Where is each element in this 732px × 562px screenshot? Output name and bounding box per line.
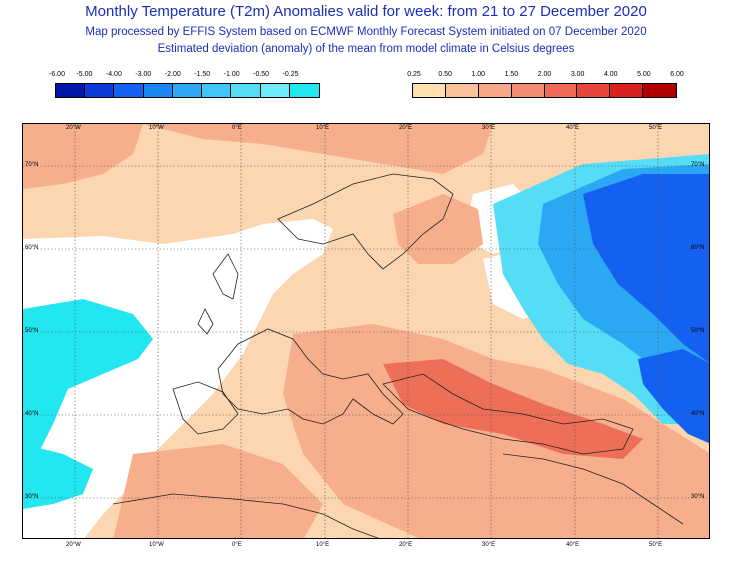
cold-zone-north-atlantic-west (23, 444, 93, 509)
latitude-label: 30°N (691, 494, 705, 500)
legend-swatch (85, 84, 115, 97)
legend-swatch (577, 84, 611, 97)
longitude-label: 40°E (566, 125, 580, 131)
legend-tick-label: -1.50 (194, 71, 211, 78)
longitude-label: 20°W (66, 125, 81, 131)
longitude-label: 10°W (149, 542, 164, 548)
graticule (23, 124, 709, 538)
legend-negative: -6.00 -5.00 -4.00 -3.00 -2.00 -1.50 -1.00 -0.50… (49, 71, 320, 99)
longitude-label: 30°E (482, 125, 496, 131)
warm-zone-greenland (23, 124, 143, 189)
warm-zone-balkans-strong (383, 359, 643, 459)
legend-tick-label: 3.00 (570, 71, 585, 78)
longitude-label: 30°E (482, 542, 496, 548)
legend-tick-label: 2.00 (537, 71, 552, 78)
legend-swatch (413, 84, 446, 97)
cold-zone-russia-strong (583, 174, 709, 363)
longitude-label: 0°E (232, 542, 242, 548)
longitude-label: 0°E (232, 125, 242, 131)
legend-swatch (511, 84, 545, 97)
anomaly-map-canvas (23, 124, 709, 538)
legend-tick-label: -0.25 (282, 71, 299, 78)
latitude-label: 30°N (25, 494, 39, 500)
legend-tick-label: -5.00 (76, 71, 93, 78)
cold-zone-caspian (638, 349, 709, 444)
legend-negative-colorbar (55, 83, 320, 98)
legend-positive-labels: 0.25 0.50 1.00 1.50 2.00 3.00 4.00 5.00 6.00 (407, 71, 684, 83)
legend-tick-label: 4.00 (603, 71, 618, 78)
warm-zone-arctic (143, 124, 493, 174)
latitude-label: 70°N (691, 162, 705, 168)
longitude-label: 10°E (316, 125, 330, 131)
longitude-label: 50°E (649, 125, 663, 131)
latitude-label: 70°N (25, 162, 39, 168)
legend-tick-label: 1.00 (471, 71, 486, 78)
warm-zone-north-africa (113, 444, 323, 538)
longitude-label: 10°W (149, 125, 164, 131)
legend-swatch (202, 84, 232, 97)
legend-positive: 0.25 0.50 1.00 1.50 2.00 3.00 4.00 5.00 6.00 (407, 71, 684, 99)
longitude-label: 20°E (399, 125, 413, 131)
neutral-zone-atlantic (23, 219, 333, 538)
legend-swatch (56, 84, 86, 97)
latitude-label: 60°N (25, 245, 39, 251)
legend-swatch (289, 84, 319, 97)
legend-tick-label: 5.00 (637, 71, 651, 78)
longitude-label: 50°E (649, 542, 663, 548)
map-title: Monthly Temperature (T2m) Anomalies vali… (85, 3, 647, 20)
legend-swatch (114, 84, 144, 97)
legend-tick-label: -3.00 (135, 71, 152, 78)
legend-swatch (172, 84, 203, 97)
legend-positive-colorbar (412, 83, 677, 98)
legend-tick-label: -6.00 (49, 71, 65, 78)
longitude-label: 10°E (316, 542, 330, 548)
legend-swatch (260, 84, 290, 97)
legend-swatch (610, 84, 644, 97)
legend-tick-label: -4.00 (105, 71, 122, 78)
longitude-label: 20°W (66, 542, 81, 548)
anomaly-map (22, 123, 710, 539)
longitude-label: 40°E (566, 542, 580, 548)
longitude-label: 20°E (399, 542, 413, 548)
latitude-label: 50°N (691, 328, 705, 334)
map-description: Estimated deviation (anomaly) of the mea… (157, 43, 575, 55)
legend-tick-label: 0.25 (407, 71, 421, 78)
legend-swatch (544, 84, 578, 97)
latitude-label: 60°N (691, 245, 705, 251)
map-subtitle: Map processed by EFFIS System based on E… (85, 26, 647, 38)
latitude-label: 50°N (25, 328, 39, 334)
legend-tick-label: -1.00 (223, 71, 240, 78)
legend-swatch (643, 84, 676, 97)
legend-tick-label: -2.00 (164, 71, 181, 78)
coastlines (112, 173, 684, 538)
legend-swatch (143, 84, 173, 97)
warm-zone-scandinavia (393, 194, 483, 264)
legend-tick-label: 1.50 (504, 71, 519, 78)
latitude-label: 40°N (25, 411, 39, 417)
legend-tick-label: -0.50 (253, 71, 270, 78)
legend-tick-label: 0.50 (438, 71, 452, 78)
legend-swatch (478, 84, 512, 97)
latitude-label: 40°N (691, 411, 705, 417)
legend-negative-labels: -6.00 -5.00 -4.00 -3.00 -2.00 -1.50 -1.00 -0.50… (49, 71, 320, 83)
cold-zone-atlantic (23, 299, 153, 464)
legend-swatch (445, 84, 479, 97)
legend-tick-label: 6.00 (670, 71, 684, 78)
legend-swatch (231, 84, 261, 97)
